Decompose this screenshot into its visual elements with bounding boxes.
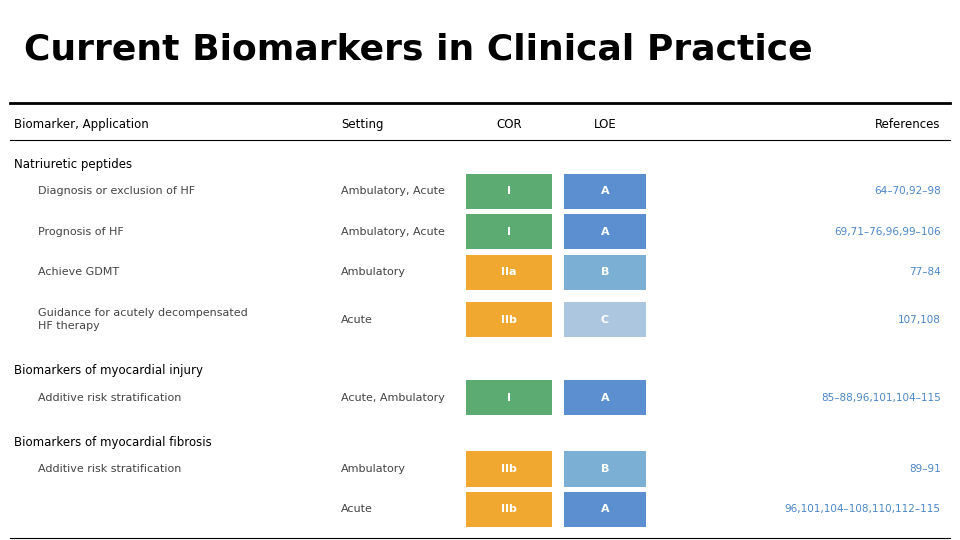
Text: COR: COR	[496, 118, 521, 131]
Text: Acute: Acute	[341, 504, 372, 515]
Bar	[466, 451, 552, 487]
Text: References: References	[876, 118, 941, 131]
Text: IIb: IIb	[501, 315, 516, 325]
Text: A: A	[601, 504, 609, 515]
Text: Ambulatory: Ambulatory	[341, 267, 406, 278]
Text: Diagnosis or exclusion of HF: Diagnosis or exclusion of HF	[38, 186, 196, 197]
Text: Biomarkers of myocardial injury: Biomarkers of myocardial injury	[14, 364, 204, 377]
Text: B: B	[601, 464, 609, 474]
Text: Ambulatory: Ambulatory	[341, 464, 406, 474]
Text: Additive risk stratification: Additive risk stratification	[38, 393, 181, 403]
Bar	[466, 255, 552, 290]
Text: 96,101,104–108,110,112–115: 96,101,104–108,110,112–115	[784, 504, 941, 515]
Bar	[564, 380, 645, 415]
Text: A: A	[601, 186, 609, 197]
Bar	[466, 302, 552, 337]
Text: Biomarker, Application: Biomarker, Application	[14, 118, 149, 131]
Text: Current Biomarkers in Clinical Practice: Current Biomarkers in Clinical Practice	[24, 32, 812, 66]
Text: Achieve GDMT: Achieve GDMT	[38, 267, 120, 278]
Text: Guidance for acutely decompensated
HF therapy: Guidance for acutely decompensated HF th…	[38, 308, 248, 331]
Text: 77–84: 77–84	[909, 267, 941, 278]
Text: 85–88,96,101,104–115: 85–88,96,101,104–115	[821, 393, 941, 403]
Bar	[564, 174, 645, 209]
Text: Ambulatory, Acute: Ambulatory, Acute	[341, 186, 444, 197]
Bar	[564, 214, 645, 249]
Bar	[466, 492, 552, 527]
Text: Ambulatory, Acute: Ambulatory, Acute	[341, 227, 444, 237]
Text: LOE: LOE	[593, 118, 616, 131]
Text: 89–91: 89–91	[909, 464, 941, 474]
Text: A: A	[601, 393, 609, 403]
Bar	[564, 255, 645, 290]
Text: IIa: IIa	[501, 267, 516, 278]
Text: IIb: IIb	[501, 464, 516, 474]
Text: I: I	[507, 393, 511, 403]
Bar	[466, 174, 552, 209]
Text: Acute: Acute	[341, 315, 372, 325]
Bar	[564, 302, 645, 337]
Bar	[564, 492, 645, 527]
Text: I: I	[507, 227, 511, 237]
Text: Natriuretic peptides: Natriuretic peptides	[14, 158, 132, 171]
Text: A: A	[601, 227, 609, 237]
Bar	[466, 214, 552, 249]
Text: IIb: IIb	[501, 504, 516, 515]
Text: C: C	[601, 315, 609, 325]
Text: Prognosis of HF: Prognosis of HF	[38, 227, 124, 237]
Text: 69,71–76,96,99–106: 69,71–76,96,99–106	[834, 227, 941, 237]
Text: Setting: Setting	[341, 118, 383, 131]
Text: I: I	[507, 186, 511, 197]
Text: 107,108: 107,108	[898, 315, 941, 325]
Bar	[564, 451, 645, 487]
Text: Additive risk stratification: Additive risk stratification	[38, 464, 181, 474]
Text: B: B	[601, 267, 609, 278]
Text: 64–70,92–98: 64–70,92–98	[874, 186, 941, 197]
Text: Biomarkers of myocardial fibrosis: Biomarkers of myocardial fibrosis	[14, 436, 212, 449]
Text: Acute, Ambulatory: Acute, Ambulatory	[341, 393, 444, 403]
Bar	[466, 380, 552, 415]
